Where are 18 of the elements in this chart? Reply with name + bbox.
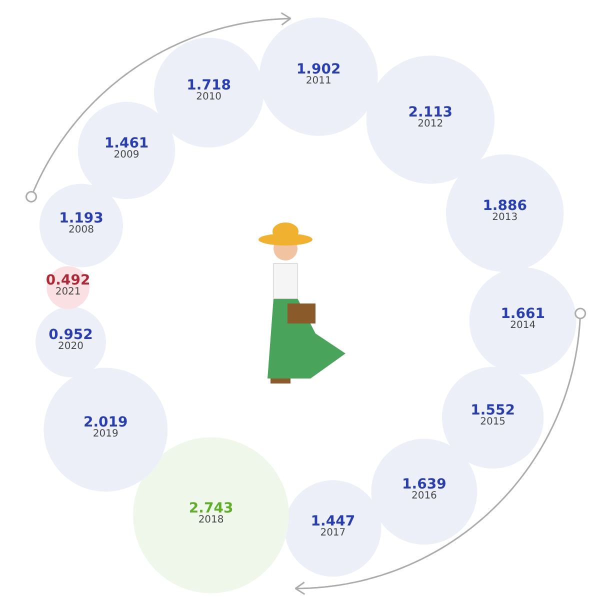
- category-label: 2013: [492, 212, 518, 224]
- category-label: 2021: [55, 286, 81, 298]
- category-label: 2016: [411, 490, 437, 502]
- data-label: 2.743: [188, 500, 234, 516]
- category-label: 2010: [196, 92, 222, 103]
- data-label: 1.447: [310, 513, 356, 530]
- category-label: 2014: [510, 320, 536, 331]
- category-label: 2018: [198, 514, 224, 526]
- category-label: 2017: [320, 527, 346, 538]
- category-label: 2011: [306, 76, 332, 87]
- category-label: 2012: [418, 118, 444, 130]
- data-label: 1.461: [104, 135, 149, 152]
- data-label: 1.661: [500, 306, 545, 322]
- category-label: 2015: [480, 416, 506, 428]
- category-label: 2008: [68, 224, 94, 236]
- category-label: 2009: [114, 149, 140, 160]
- category-label: 2020: [58, 341, 84, 352]
- category-label: 2019: [92, 428, 118, 440]
